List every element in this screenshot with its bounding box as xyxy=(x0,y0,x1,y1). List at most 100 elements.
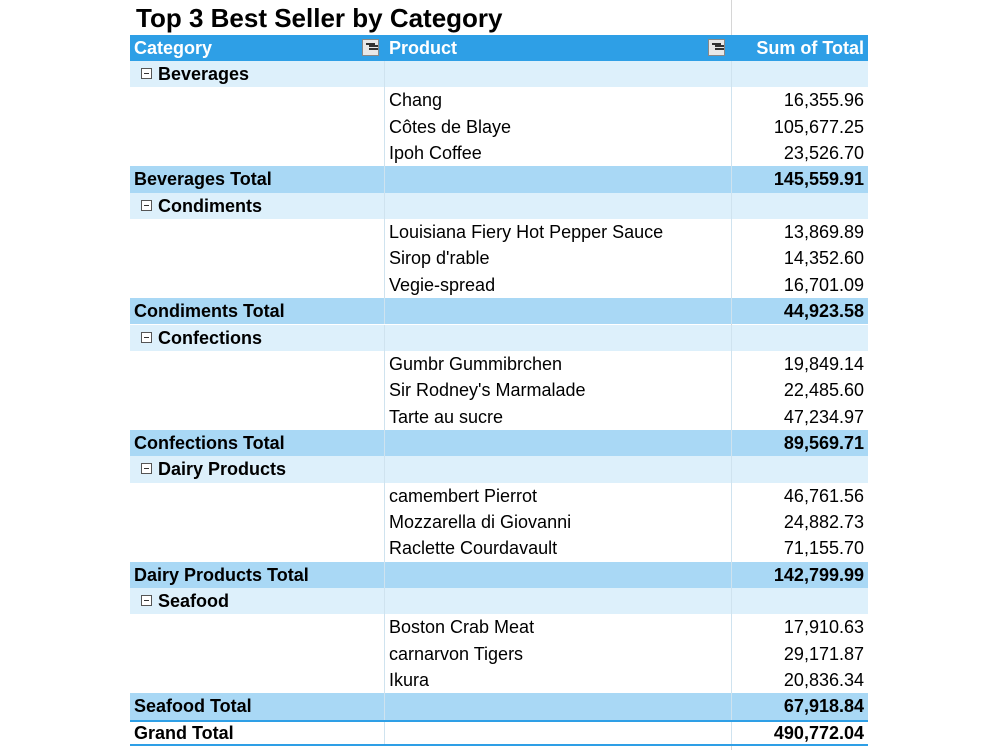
grand-total-value: 490,772.04 xyxy=(773,722,864,743)
product-name: camembert Pierrot xyxy=(389,485,538,506)
grid-line xyxy=(731,140,732,167)
product-name: Tarte au sucre xyxy=(389,406,504,427)
grid-line xyxy=(384,324,385,351)
product-name: Chang xyxy=(389,90,443,111)
product-row: Ipoh Coffee 23,526.70 xyxy=(130,140,868,167)
group-total-label: Dairy Products Total xyxy=(134,564,309,585)
grid-line xyxy=(731,298,732,325)
product-total: 16,701.09 xyxy=(783,274,864,295)
group-total-row: Beverages Total 145,559.91 xyxy=(130,166,868,193)
group-total-value: 145,559.91 xyxy=(773,169,864,190)
group-total-value: 89,569.71 xyxy=(783,432,864,453)
product-name: Vegie-spread xyxy=(389,274,496,295)
collapse-button[interactable] xyxy=(141,463,152,475)
group-total-row: Confections Total 89,569.71 xyxy=(130,429,868,457)
product-total: 29,171.87 xyxy=(783,643,864,664)
grid-line xyxy=(731,166,732,193)
product-name: Gumbr Gummibrchen xyxy=(389,353,563,374)
product-name: Sirop d'rable xyxy=(389,248,490,269)
grid-line xyxy=(731,350,732,378)
group-total-row: Dairy Products Total 142,799.99 xyxy=(130,561,868,588)
grid-line xyxy=(731,429,732,457)
product-total: 46,761.56 xyxy=(783,485,864,506)
product-row: Chang 16,355.96 xyxy=(130,87,868,114)
product-total: 20,836.34 xyxy=(783,670,864,691)
grid-line xyxy=(384,350,385,378)
product-total: 19,849.14 xyxy=(783,353,864,374)
grid-line xyxy=(731,535,732,562)
product-row: camembert Pierrot 46,761.56 xyxy=(130,482,868,509)
grid-line xyxy=(731,377,732,404)
grid-line xyxy=(731,403,732,430)
grid-line xyxy=(384,140,385,167)
grid-line xyxy=(384,561,385,588)
filter-button[interactable] xyxy=(362,39,379,56)
product-total: 16,355.96 xyxy=(783,90,864,111)
product-total: 47,234.97 xyxy=(783,406,864,427)
product-row: Ikura 20,836.34 xyxy=(130,667,868,694)
product-total: 14,352.60 xyxy=(783,248,864,269)
grid-line xyxy=(731,614,732,641)
grid-line xyxy=(731,588,732,615)
product-row: Raclette Courdavault 71,155.70 xyxy=(130,535,868,562)
filter-button[interactable] xyxy=(708,39,725,56)
grid-line xyxy=(384,429,385,457)
grid-line xyxy=(384,588,385,615)
grid-line xyxy=(384,667,385,694)
group-total-label: Confections Total xyxy=(134,432,285,453)
grid-line xyxy=(384,456,385,483)
product-name: Ikura xyxy=(389,670,430,691)
grid-line xyxy=(731,192,732,220)
grid-line xyxy=(731,245,732,272)
grand-total-row: Grand Total 490,772.04 xyxy=(130,719,868,747)
title: Top 3 Best Seller by Category xyxy=(136,3,503,33)
grid-line xyxy=(384,271,385,299)
product-row: Gumbr Gummibrchen 19,849.14 xyxy=(130,350,868,378)
grid-line xyxy=(384,113,385,141)
grid-line xyxy=(384,87,385,114)
grid-line xyxy=(731,113,732,141)
header-sum: Sum of Total xyxy=(756,38,864,58)
group-total-value: 67,918.84 xyxy=(783,696,864,717)
product-row: Vegie-spread 16,701.09 xyxy=(130,271,868,299)
collapse-button[interactable] xyxy=(141,199,152,211)
product-name: Ipoh Coffee xyxy=(389,143,482,164)
grid-line xyxy=(731,482,732,509)
product-name: carnarvon Tigers xyxy=(389,643,524,664)
grid-line xyxy=(384,482,385,509)
group-total-row: Seafood Total 67,918.84 xyxy=(130,693,868,720)
product-name: Raclette Courdavault xyxy=(389,538,558,559)
group-header-row: Confections xyxy=(130,324,868,351)
grid-line xyxy=(731,508,732,536)
group-header-row: Dairy Products xyxy=(130,456,868,483)
grid-line xyxy=(731,219,732,246)
grid-line xyxy=(731,640,732,668)
grid-line xyxy=(731,87,732,114)
product-row: Côtes de Blaye 105,677.25 xyxy=(130,113,868,141)
product-row: Sir Rodney's Marmalade 22,485.60 xyxy=(130,377,868,404)
collapse-button[interactable] xyxy=(141,68,152,79)
grid-line xyxy=(384,298,385,325)
product-row: Tarte au sucre 47,234.97 xyxy=(130,403,868,430)
product-total: 17,910.63 xyxy=(783,617,864,638)
grid-line xyxy=(384,377,385,404)
group-total-row: Condiments Total 44,923.58 xyxy=(130,298,868,325)
header-product: Product xyxy=(389,38,458,58)
product-name: Louisiana Fiery Hot Pepper Sauce xyxy=(389,222,664,243)
grid-line xyxy=(384,166,385,193)
grid-line xyxy=(384,403,385,430)
grid-line xyxy=(731,61,732,88)
grid-line xyxy=(731,561,732,588)
group-total-label: Beverages Total xyxy=(134,169,272,190)
grid-line xyxy=(384,219,385,246)
group-header-row: Seafood xyxy=(130,588,868,615)
group-header-row: Condiments xyxy=(130,192,868,220)
product-total: 24,882.73 xyxy=(783,511,864,532)
collapse-button[interactable] xyxy=(141,595,152,606)
group-total-value: 44,923.58 xyxy=(783,301,864,322)
product-name: Mozzarella di Giovanni xyxy=(389,511,572,532)
header-row: Category Product Sum of Total xyxy=(130,35,868,61)
collapse-button[interactable] xyxy=(141,331,152,343)
grid-line xyxy=(384,192,385,220)
product-name: Boston Crab Meat xyxy=(389,617,535,638)
